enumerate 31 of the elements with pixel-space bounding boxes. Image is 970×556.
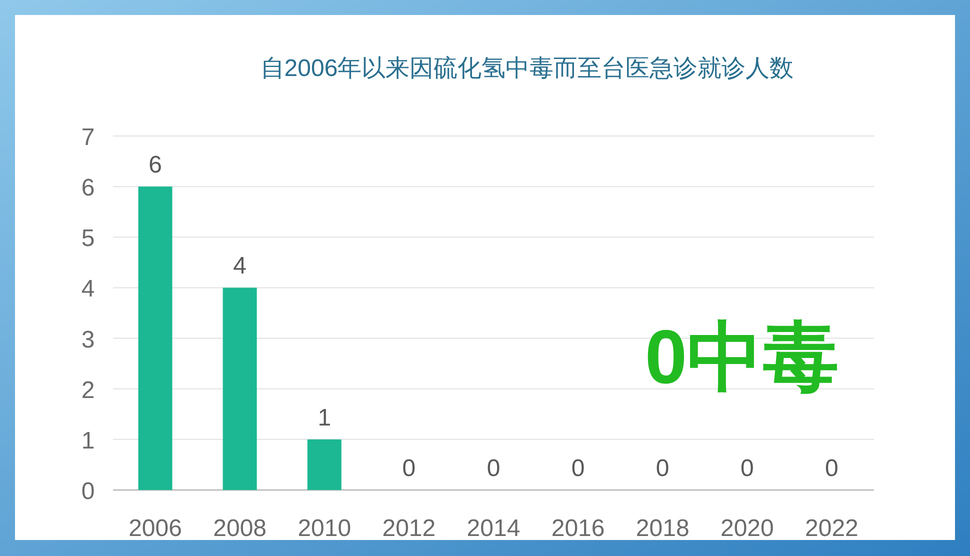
x-tick-label: 2008 xyxy=(213,515,267,542)
x-tick-label: 2016 xyxy=(551,515,605,542)
y-tick-label: 5 xyxy=(81,225,95,252)
bar xyxy=(138,186,172,490)
data-label: 0 xyxy=(656,455,670,482)
y-tick-label: 2 xyxy=(81,376,95,404)
bar xyxy=(222,288,257,490)
y-tick-label: 4 xyxy=(81,276,95,303)
x-tick-label: 2010 xyxy=(298,515,352,542)
data-label: 1 xyxy=(318,404,332,432)
bar xyxy=(307,439,342,490)
x-tick-label: 2006 xyxy=(128,515,182,542)
data-label: 4 xyxy=(233,252,247,280)
y-tick-label: 1 xyxy=(81,427,95,454)
x-tick-label: 2014 xyxy=(466,515,520,542)
x-tick-label: 2018 xyxy=(636,515,690,542)
x-tick-label: 2012 xyxy=(382,515,436,542)
y-tick-label: 0 xyxy=(81,478,95,505)
data-label: 0 xyxy=(825,455,838,482)
x-tick-label: 2020 xyxy=(720,515,774,542)
chart-title: 自2006年以来因硫化氢中毒而至台医急诊就诊人数 xyxy=(260,55,794,82)
y-tick-label: 3 xyxy=(81,326,95,354)
x-tick-label: 2022 xyxy=(805,515,858,542)
data-label: 6 xyxy=(148,152,162,179)
data-label: 0 xyxy=(402,455,416,482)
y-tick-label: 6 xyxy=(81,174,95,202)
y-tick-label: 7 xyxy=(81,124,95,151)
data-label: 0 xyxy=(486,455,500,482)
annotation: 0中毒 xyxy=(644,315,840,400)
data-label: 0 xyxy=(740,455,754,482)
data-label: 0 xyxy=(571,455,585,482)
